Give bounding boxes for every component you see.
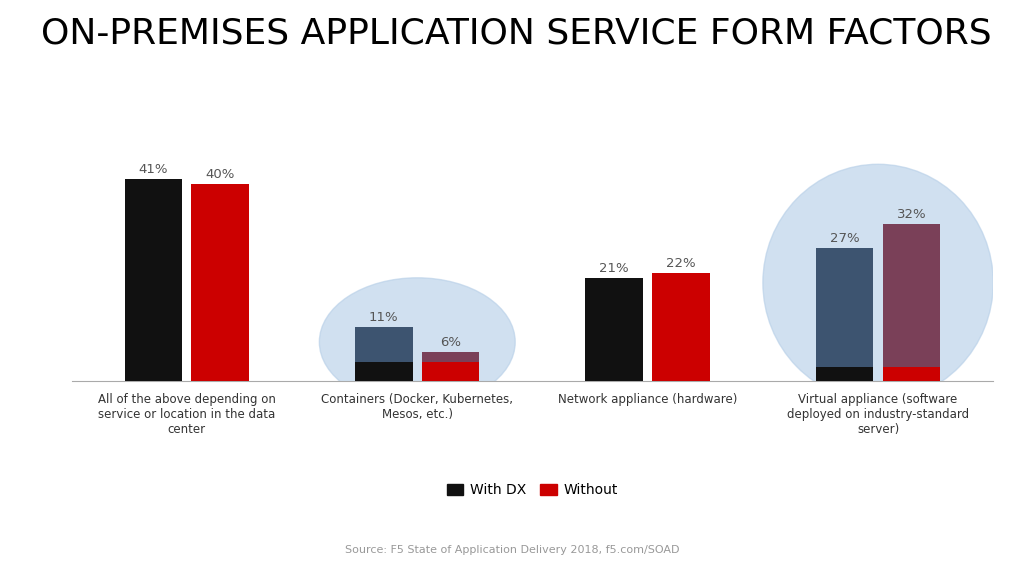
Text: 27%: 27% bbox=[829, 232, 859, 245]
Bar bbox=[355, 327, 413, 381]
Legend: With DX, Without: With DX, Without bbox=[441, 478, 624, 503]
Bar bbox=[125, 179, 182, 381]
Bar bbox=[652, 273, 710, 381]
Bar bbox=[816, 248, 873, 381]
Text: 40%: 40% bbox=[206, 168, 234, 181]
Text: 6%: 6% bbox=[440, 336, 461, 349]
Bar bbox=[191, 184, 249, 381]
Text: 22%: 22% bbox=[667, 257, 696, 270]
Text: 11%: 11% bbox=[369, 311, 398, 324]
Bar bbox=[422, 362, 479, 381]
Ellipse shape bbox=[763, 164, 993, 401]
Bar bbox=[586, 278, 643, 381]
Text: Source: F5 State of Application Delivery 2018, f5.com/SOAD: Source: F5 State of Application Delivery… bbox=[345, 545, 679, 555]
Text: ON-PREMISES APPLICATION SERVICE FORM FACTORS: ON-PREMISES APPLICATION SERVICE FORM FAC… bbox=[41, 17, 991, 51]
Bar bbox=[883, 223, 940, 381]
Bar bbox=[883, 367, 940, 381]
Bar bbox=[816, 367, 873, 381]
Text: 41%: 41% bbox=[138, 163, 168, 176]
Ellipse shape bbox=[319, 278, 515, 406]
Bar bbox=[355, 362, 413, 381]
Text: 32%: 32% bbox=[897, 208, 927, 220]
Text: 21%: 21% bbox=[599, 262, 629, 275]
Bar bbox=[422, 352, 479, 381]
